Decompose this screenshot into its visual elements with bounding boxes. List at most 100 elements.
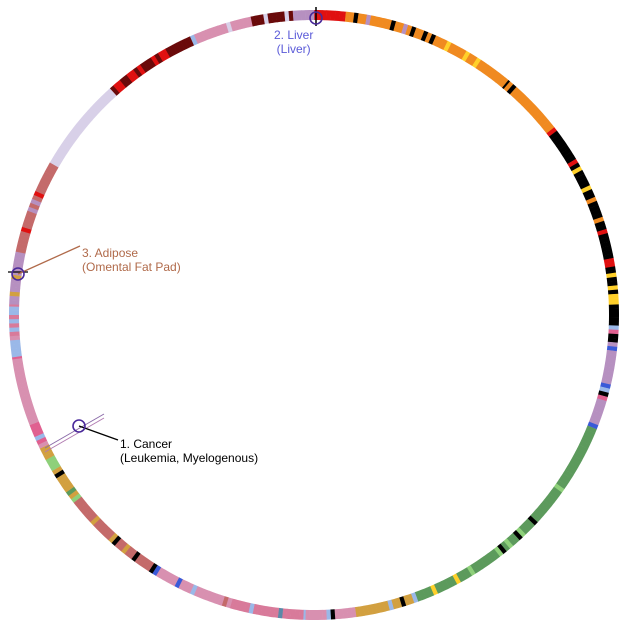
ring-segment xyxy=(277,607,284,619)
liver-label-title: 2. Liver xyxy=(274,28,314,42)
ring-segment xyxy=(41,447,53,457)
ring-segment xyxy=(573,169,585,179)
ring-segment xyxy=(43,451,55,461)
ring-segment xyxy=(70,493,82,503)
ring-segment xyxy=(426,586,435,598)
ring-segment xyxy=(548,130,560,141)
ring-segment xyxy=(489,69,499,81)
ring-segment xyxy=(377,17,384,28)
ring-segment xyxy=(608,297,619,303)
ring-segment xyxy=(608,329,619,335)
ring-segment xyxy=(48,162,59,170)
ring-segment xyxy=(584,429,596,438)
ring-segment xyxy=(326,10,332,21)
ring-segment xyxy=(37,440,49,449)
adipose-label-title: 3. Adipose xyxy=(82,246,139,260)
ring-segment xyxy=(500,540,511,552)
ring-segment xyxy=(102,92,113,103)
ring-segment xyxy=(391,598,399,610)
ring-segment xyxy=(587,421,599,430)
ring-segment xyxy=(515,527,526,538)
ring-segment xyxy=(38,179,50,188)
ring-segment xyxy=(575,173,587,183)
liver-marker-circle[interactable] xyxy=(309,11,323,25)
ring-segment xyxy=(591,410,603,418)
ring-segment xyxy=(9,295,20,301)
ring-segment xyxy=(22,401,34,410)
ring-segment xyxy=(42,171,54,181)
ring-segment xyxy=(441,579,450,591)
ring-segment xyxy=(527,104,538,115)
ring-segment xyxy=(18,386,29,393)
ring-segment xyxy=(473,560,483,572)
ring-segment xyxy=(84,509,95,520)
ring-segment xyxy=(322,10,328,21)
ring-segment xyxy=(594,402,606,410)
ring-segment xyxy=(11,355,23,360)
ring-segment xyxy=(225,597,233,609)
ring-segment xyxy=(579,440,590,449)
ring-segment xyxy=(244,602,251,613)
adipose-marker-circle[interactable] xyxy=(11,267,25,281)
ring-segment xyxy=(551,486,562,497)
ring-segment xyxy=(565,155,577,165)
ring-segment xyxy=(9,318,20,324)
ring-segment xyxy=(506,535,517,547)
ring-segment xyxy=(9,322,20,328)
ring-segment xyxy=(150,55,160,66)
ring-segment xyxy=(393,21,401,33)
ring-segment xyxy=(418,589,427,601)
ring-segment xyxy=(29,421,41,430)
ring-segment xyxy=(129,69,140,81)
adipose-label-subtitle: (Omental Fat Pad) xyxy=(82,260,181,274)
ring-segment xyxy=(65,486,77,496)
ring-segment xyxy=(155,567,165,579)
ring-segment xyxy=(448,575,458,587)
ring-segment xyxy=(405,24,413,36)
ring-segment xyxy=(338,608,344,619)
ring-segment xyxy=(362,605,370,616)
ring-segment xyxy=(231,599,239,610)
ring-segment xyxy=(579,181,591,190)
ring-segment xyxy=(213,25,222,37)
ring-segment xyxy=(472,57,482,69)
ring-segment xyxy=(76,499,87,510)
ring-segment xyxy=(495,74,506,86)
liver-label-subtitle: (Liver) xyxy=(276,42,311,56)
ring-segment xyxy=(98,524,110,535)
ring-segment xyxy=(548,490,560,500)
ring-segment xyxy=(174,577,183,589)
ring-segment xyxy=(475,59,485,71)
cancer-marker-circle[interactable] xyxy=(72,419,86,433)
ring-segment xyxy=(439,39,448,50)
ring-segment xyxy=(512,530,523,541)
ring-segment xyxy=(28,417,39,426)
ring-segment xyxy=(189,584,198,596)
ring-segment xyxy=(569,162,581,172)
ring-segment xyxy=(429,584,439,596)
ring-segment xyxy=(358,605,365,617)
ring-segment xyxy=(321,609,327,620)
ring-segment xyxy=(264,606,271,617)
ring-segment xyxy=(527,515,538,526)
ring-segment xyxy=(96,98,107,109)
ring-segment xyxy=(159,569,169,581)
ring-segment xyxy=(292,10,298,21)
ring-segment xyxy=(401,23,409,35)
ring-segment xyxy=(608,325,619,331)
ring-segment xyxy=(168,44,178,56)
ring-segment xyxy=(126,71,136,83)
ring-segment xyxy=(9,335,21,341)
ring-segment xyxy=(553,137,565,147)
ring-segment xyxy=(267,12,274,24)
ring-segment xyxy=(9,327,20,333)
ring-segment xyxy=(35,186,47,196)
ring-segment xyxy=(409,26,417,38)
ring-segment xyxy=(560,473,572,483)
ring-segment xyxy=(12,265,23,272)
ring-segment xyxy=(296,10,302,21)
ring-segment xyxy=(598,232,609,240)
ring-segment xyxy=(381,18,389,29)
ring-segment xyxy=(172,42,182,54)
